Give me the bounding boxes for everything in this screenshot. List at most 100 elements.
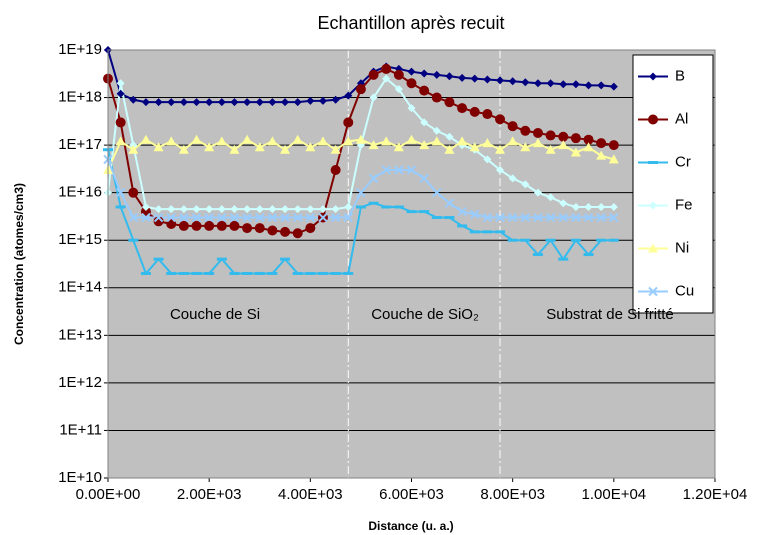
marker: [216, 257, 227, 261]
marker: [558, 212, 568, 223]
marker: [571, 80, 580, 89]
marker: [140, 134, 151, 144]
marker: [255, 205, 264, 214]
marker: [545, 212, 556, 223]
marker: [381, 63, 392, 74]
marker: [242, 271, 253, 275]
marker: [457, 136, 468, 146]
marker: [204, 142, 215, 152]
marker: [204, 220, 215, 231]
marker: [204, 212, 214, 223]
marker: [229, 271, 240, 275]
marker: [330, 271, 341, 275]
y-tick-label: 1E+10: [58, 469, 102, 486]
marker: [254, 271, 265, 275]
marker: [115, 136, 126, 146]
marker: [115, 187, 126, 198]
marker: [520, 212, 531, 223]
y-tick-label: 1E+13: [58, 326, 102, 343]
marker: [154, 98, 163, 107]
marker: [558, 131, 569, 142]
marker: [267, 212, 278, 223]
marker: [217, 205, 226, 214]
marker: [368, 173, 379, 184]
x-tick-label: 4.00E+03: [278, 486, 343, 503]
marker: [204, 271, 215, 275]
marker: [318, 212, 328, 223]
marker: [444, 144, 455, 154]
marker: [243, 205, 252, 214]
marker: [648, 286, 658, 297]
marker: [344, 91, 353, 100]
marker: [179, 205, 188, 214]
marker: [179, 98, 188, 107]
marker: [178, 271, 189, 275]
marker: [649, 201, 657, 210]
marker: [571, 202, 580, 211]
y-axis-label: Concentration (atomes/cm3): [12, 183, 26, 345]
marker: [648, 243, 658, 253]
y-tick-label: 1E+11: [59, 421, 102, 438]
marker: [305, 142, 316, 152]
marker: [305, 212, 316, 223]
marker: [495, 230, 506, 234]
marker: [583, 142, 594, 152]
marker: [419, 85, 430, 96]
marker: [420, 69, 429, 78]
marker: [254, 142, 265, 152]
marker: [458, 73, 467, 82]
marker: [191, 271, 202, 275]
marker: [596, 238, 607, 242]
marker: [496, 165, 505, 174]
y-tick-label: 1E+14: [58, 279, 102, 296]
marker: [318, 205, 327, 214]
marker: [280, 212, 290, 223]
marker: [609, 202, 618, 211]
marker: [608, 154, 619, 164]
marker: [393, 142, 404, 152]
marker: [229, 144, 240, 154]
marker: [570, 147, 581, 157]
marker: [393, 205, 404, 209]
marker: [482, 212, 493, 223]
marker: [431, 216, 442, 220]
x-tick-label: 0.00E+00: [76, 486, 141, 503]
marker: [255, 212, 265, 223]
marker: [507, 136, 518, 146]
marker: [330, 212, 341, 223]
marker: [559, 199, 568, 208]
marker: [558, 140, 569, 150]
x-tick-label: 6.00E+03: [379, 486, 444, 503]
marker: [166, 271, 177, 275]
legend-label: Cu: [675, 282, 694, 299]
marker: [368, 69, 379, 80]
annotation: Couche de Si: [170, 306, 260, 323]
marker: [508, 174, 517, 183]
marker: [381, 165, 391, 175]
marker: [355, 84, 366, 95]
marker: [382, 74, 391, 83]
marker: [431, 136, 442, 146]
marker: [482, 138, 493, 148]
marker: [432, 187, 442, 198]
marker: [230, 205, 239, 214]
marker: [267, 136, 278, 146]
marker: [140, 271, 151, 275]
marker: [583, 134, 594, 145]
marker: [483, 155, 492, 164]
marker: [292, 134, 303, 144]
marker: [495, 212, 505, 223]
marker: [608, 238, 619, 242]
marker: [419, 140, 430, 150]
marker: [559, 80, 568, 89]
marker: [179, 212, 189, 223]
marker: [469, 230, 480, 234]
marker: [584, 81, 593, 90]
marker: [115, 117, 126, 128]
marker: [355, 134, 366, 144]
marker: [381, 136, 392, 146]
marker: [167, 205, 176, 214]
x-axis-label: Distance (u. a.): [368, 519, 453, 533]
marker: [444, 216, 455, 220]
